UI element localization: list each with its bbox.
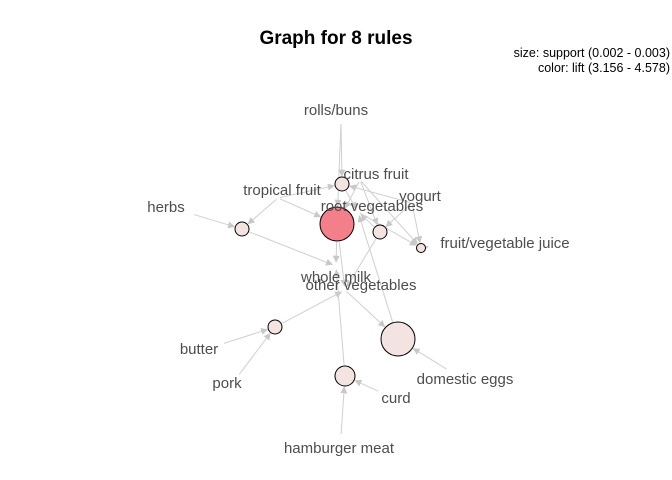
rule-node-rule3 (234, 221, 250, 237)
rule-node-rule4 (372, 224, 388, 240)
item-label-pork: pork (212, 375, 242, 392)
edge-other_vegetables-to-rule7 (346, 290, 386, 328)
edge-citrus_fruit-to-rule2 (344, 181, 360, 209)
item-label-butter: butter (180, 341, 218, 358)
graph-title: Graph for 8 rules (259, 28, 413, 49)
legend: size: support (0.002 - 0.003) color: lif… (514, 46, 670, 76)
edge-tropical_fruit-to-rule3 (247, 198, 277, 225)
item-label-rolls-buns: rolls/buns (304, 102, 368, 119)
edge-herbs-to-rule3 (193, 214, 236, 229)
rule-nodes-layer (234, 176, 426, 387)
edge-domestic_eggs-to-rule7 (412, 348, 447, 370)
edge-rule4-to-root_vegetables (360, 214, 375, 227)
edge-rule1-to-root_vegetables (345, 190, 357, 210)
item-label-tropical-fruit: tropical fruit (243, 182, 321, 199)
rule-node-rule2 (319, 206, 355, 242)
legend-size: size: support (0.002 - 0.003) (513, 46, 670, 60)
edge-root_vegetables-to-rule5 (359, 212, 417, 246)
edge-rule4-to-other_vegetables (346, 238, 377, 288)
item-label-domestic-eggs: domestic eggs (417, 371, 514, 388)
edge-hamburger_meat-to-rule8 (340, 386, 348, 435)
rule-node-rule5 (416, 243, 426, 253)
edge-curd-to-rule8 (354, 380, 379, 392)
edge-rule8-to-whole_milk (333, 269, 345, 366)
edge-rule2-to-other_vegetables (338, 241, 348, 287)
edge-rule7-to-root_vegetables (357, 215, 394, 322)
edge-citrus_fruit-to-rule4 (360, 181, 379, 226)
item-label-root-vegetables: root vegetables (321, 198, 424, 215)
rule-node-rule1 (334, 176, 350, 192)
edges-layer (193, 123, 447, 435)
item-label-hamburger-meat: hamburger meat (284, 440, 395, 457)
rule-node-rule6 (267, 319, 283, 335)
item-label-other-vegetables: other vegetables (306, 277, 417, 294)
edge-yogurt-to-rule1 (349, 184, 411, 203)
edge-rule3-to-whole_milk (249, 231, 333, 266)
edge-rule6-to-other_vegetables (281, 291, 343, 324)
edge-yogurt-to-rule5 (411, 204, 423, 244)
item-label-curd: curd (381, 390, 410, 407)
edge-pork-to-rule6 (238, 332, 271, 375)
edge-citrus_fruit-to-rule5 (360, 181, 418, 245)
edge-rolls_buns-to-rule2 (334, 123, 342, 207)
edge-rolls_buns-to-rule1 (338, 123, 346, 177)
item-label-whole-milk: whole milk (300, 269, 372, 286)
rule-node-rule8 (334, 365, 356, 387)
edge-tropical_fruit-to-rule1 (279, 183, 335, 199)
item-label-yogurt: yogurt (399, 188, 442, 205)
edge-butter-to-rule6 (223, 328, 269, 344)
item-label-citrus-fruit: citrus fruit (343, 166, 409, 183)
rule-node-rule7 (380, 321, 416, 357)
edge-yogurt-to-rule4 (385, 203, 411, 228)
item-labels-layer: rolls/buns citrus fruit tropical fruit yogu… (147, 102, 569, 457)
item-label-herbs: herbs (147, 199, 185, 216)
legend-color: color: lift (3.156 - 4.578) (537, 61, 670, 75)
edge-tropical_fruit-to-rule2 (279, 198, 322, 218)
item-label-fruit-vegetable-juice: fruit/vegetable juice (440, 235, 569, 252)
